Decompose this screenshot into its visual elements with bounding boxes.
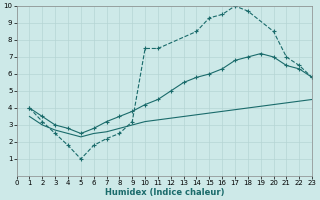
X-axis label: Humidex (Indice chaleur): Humidex (Indice chaleur) <box>105 188 224 197</box>
